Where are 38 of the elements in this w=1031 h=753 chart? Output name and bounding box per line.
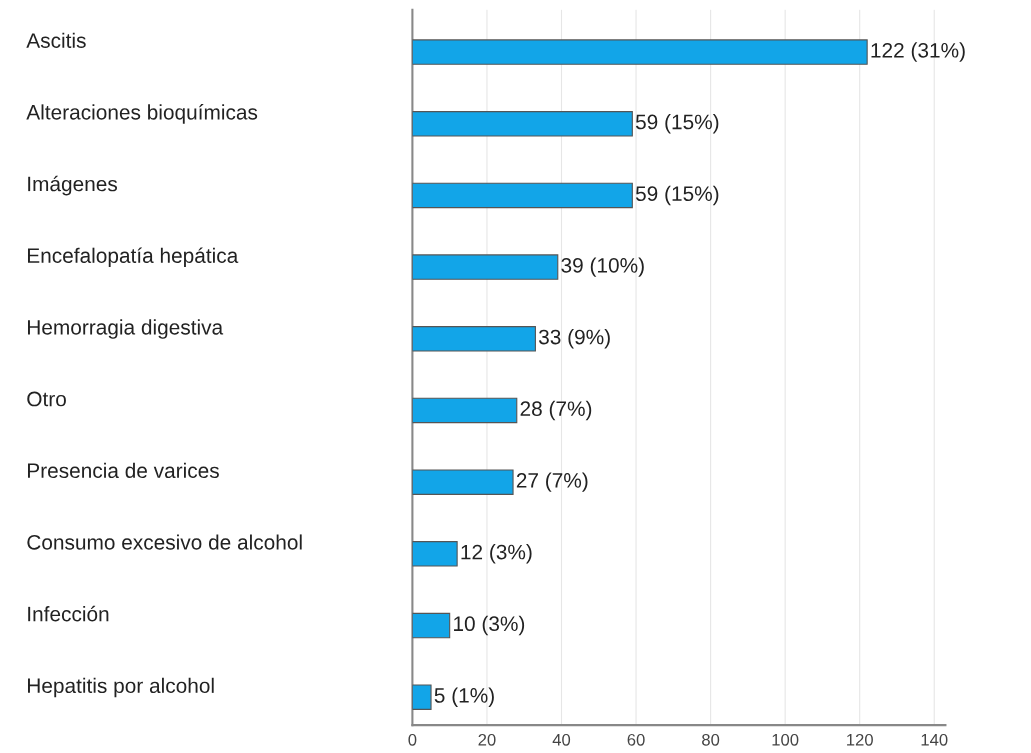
y-tick-label: Hepatitis por alcohol	[28, 677, 214, 698]
data-label: 28 (7%)	[520, 400, 592, 421]
x-tick-label: 80	[702, 733, 720, 746]
data-label: 39 (10%)	[561, 257, 644, 277]
y-tick-label: Alteraciones bioquímicas	[26, 104, 258, 124]
bar	[412, 326, 536, 352]
bar	[412, 612, 451, 639]
y-tick-label: Hemorragia digestiva	[28, 319, 224, 339]
bar	[412, 39, 868, 65]
data-label: 27 (7%)	[516, 472, 588, 492]
y-tick-label: Ascitis	[26, 32, 86, 48]
data-label: 59 (15%)	[635, 114, 719, 134]
data-label: 12 (3%)	[461, 544, 532, 564]
y-tick-label: Consumo excesivo de alcohol	[27, 534, 302, 550]
y-tick-label: Presencia de varices	[28, 462, 219, 479]
bar	[412, 541, 458, 567]
data-label: 59 (15%)	[635, 185, 719, 206]
bar	[412, 111, 633, 137]
x-tick-label: 40	[552, 733, 571, 746]
y-tick-label: Encefalopatía hepática	[28, 247, 239, 268]
data-label: 33 (9%)	[538, 329, 610, 349]
x-tick-label: 140	[921, 733, 948, 746]
bar	[412, 397, 518, 424]
y-tick-label: Infección	[28, 605, 109, 622]
bar	[412, 254, 559, 280]
x-tick-label: 0	[408, 733, 417, 746]
data-label: 122 (31%)	[871, 42, 965, 62]
x-tick-label: 20	[478, 733, 496, 746]
x-tick-label: 120	[847, 733, 873, 746]
y-tick-label: Otro	[27, 391, 66, 407]
x-tick-label: 100	[772, 733, 799, 746]
bar	[412, 684, 432, 710]
data-label: 5 (1%)	[434, 687, 494, 707]
x-tick-label: 60	[627, 733, 645, 746]
y-tick-label: Imágenes	[28, 175, 118, 196]
data-label: 10 (3%)	[454, 615, 525, 636]
bar	[412, 469, 514, 495]
bar	[412, 182, 633, 209]
